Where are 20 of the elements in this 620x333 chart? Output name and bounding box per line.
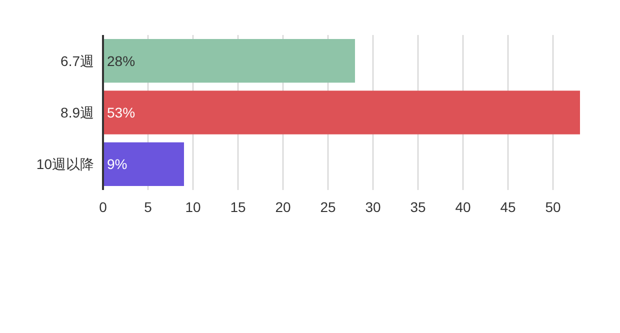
x-tick-label: 25 bbox=[320, 199, 336, 215]
x-tick-label: 0 bbox=[99, 199, 108, 215]
x-tick-label: 20 bbox=[275, 199, 291, 215]
x-tick-label: 35 bbox=[410, 199, 426, 215]
data-label: 53% bbox=[107, 104, 136, 120]
x-tick-label: 50 bbox=[545, 199, 561, 215]
x-tick-label: 30 bbox=[365, 199, 381, 215]
y-tick-label: 6.7週 bbox=[60, 52, 94, 69]
bar bbox=[103, 90, 580, 134]
x-tick-label: 10 bbox=[185, 199, 201, 215]
x-tick-label: 40 bbox=[455, 199, 471, 215]
x-tick-label: 15 bbox=[230, 199, 246, 215]
data-label: 9% bbox=[107, 156, 128, 172]
x-tick-label: 5 bbox=[144, 199, 152, 215]
x-tick-label: 45 bbox=[500, 199, 516, 215]
bar bbox=[103, 142, 184, 186]
bar bbox=[103, 39, 355, 83]
y-tick-label: 8.9週 bbox=[60, 104, 94, 120]
data-label: 28% bbox=[107, 52, 136, 69]
y-tick-label: 10週以降 bbox=[36, 156, 94, 172]
